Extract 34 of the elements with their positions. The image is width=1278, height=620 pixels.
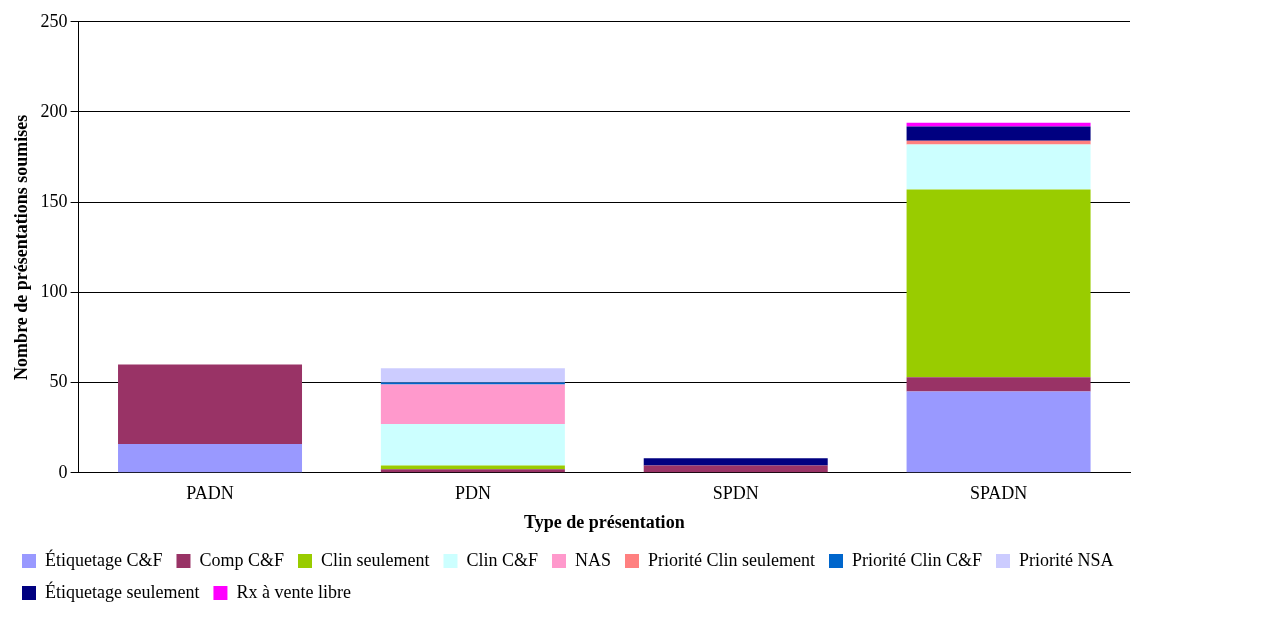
legend-label: Priorité NSA [1019,549,1114,570]
y-tick-label: 50 [49,371,68,392]
bar [906,189,1091,378]
legend-label: Étiquetage seulement [45,580,200,602]
bar [906,144,1091,190]
legend-label: Priorité Clin seulement [648,549,816,570]
bar [380,424,565,466]
legend-label: Étiquetage C&F [45,548,163,570]
x-tick-label: SPADN [969,483,1028,504]
bar [380,384,565,425]
y-tick-label: 250 [40,10,68,31]
y-tick-label: 200 [40,100,68,121]
bar [118,443,303,473]
y-tick-label: 100 [40,281,68,302]
bar [906,126,1091,141]
bar [380,368,565,383]
x-tick-label: PADN [186,483,234,504]
x-tick-label: PDN [454,483,491,504]
legend-label: Priorité Clin C&F [852,549,983,570]
legend-label: Comp C&F [199,549,285,570]
x-tick-label: SPDN [712,483,759,504]
bar [118,364,303,444]
bar [643,458,828,466]
legend-label: Clin seulement [321,549,430,570]
y-tick-label: 150 [40,190,68,211]
bar [906,377,1091,392]
legend-label: NAS [575,549,612,570]
y-axis-title: Nombre de présentations soumises [11,114,32,380]
y-tick-label: 0 [58,461,68,482]
legend-label: Clin C&F [466,549,539,570]
bar [380,469,565,473]
bar [906,391,1091,473]
legend-label: Rx à vente libre [236,581,351,602]
x-axis-title: Type de présentation [523,511,685,532]
